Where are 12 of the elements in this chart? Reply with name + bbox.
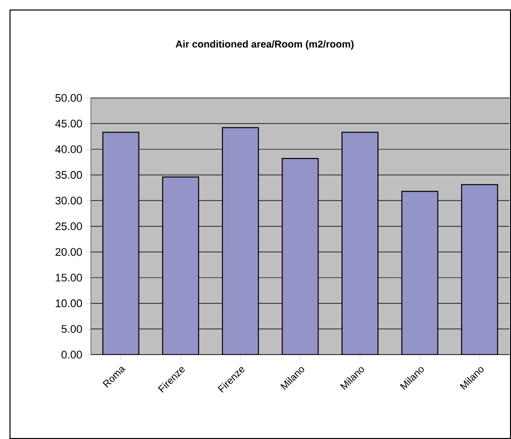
y-tick-label: 45.00: [55, 120, 82, 128]
y-tick-label: 5.00: [62, 325, 82, 333]
y-tick-label: 15.00: [56, 274, 82, 282]
y-tick-label: 30.00: [55, 196, 82, 204]
y-tick-label: 50.00: [55, 94, 82, 102]
chart-title: Air conditioned area/Room (m2/room): [176, 40, 354, 50]
y-tick-label: 20.00: [56, 248, 82, 256]
y-tick-label: 0.00: [62, 350, 82, 358]
y-tick-label: 10.00: [56, 299, 82, 308]
y-tick-label: 25.00: [56, 222, 82, 230]
y-tick-label: 40.00: [55, 145, 82, 154]
y-tick-label: 35.00: [55, 171, 82, 179]
